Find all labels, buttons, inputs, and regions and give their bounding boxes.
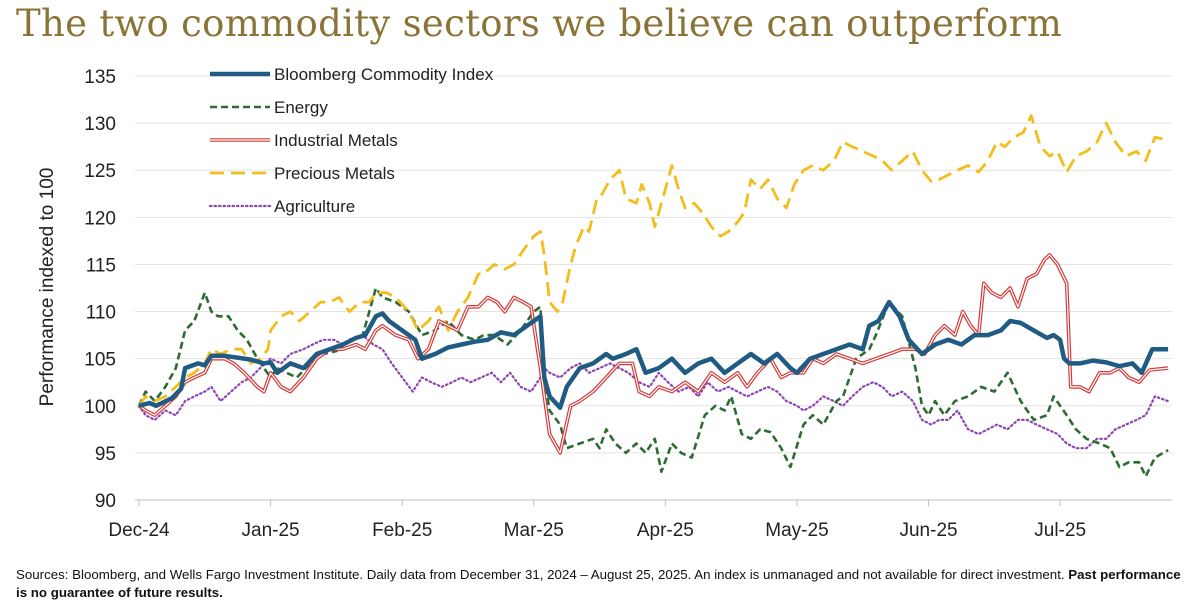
series-line-industrial-metals [138,254,1169,454]
y-tick-label: 120 [84,208,116,229]
y-tick-label: 95 [95,444,116,465]
y-tick-label: 100 [84,397,116,418]
series-line-agriculture [137,334,1170,450]
x-tick-label: Mar-25 [504,520,564,541]
x-axis-ticks: Dec-24 Jan-25 Feb-25 Mar-25 Apr-25 May-25 Jun-… [108,500,1086,541]
y-axis-label: Performance indexed to 100 [37,168,58,407]
x-tick-label: Jun-25 [899,520,957,541]
legend-label-precious-metals: Precious Metals [274,164,395,183]
y-tick-label: 110 [86,303,116,324]
source-note: Sources: Bloomberg, and Wells Fargo Inve… [16,566,1191,602]
legend-label-agriculture: Agriculture [274,197,355,216]
y-tick-label: 125 [84,161,116,182]
legend-label-industrial-metals: Industrial Metals [274,131,398,150]
series-lines [137,114,1170,478]
x-tick-label: May-25 [765,520,828,541]
y-axis-ticks: 90 95 100 105 110 115 120 125 130 135 [84,67,116,512]
chart: 90 95 100 105 110 115 120 125 130 135 Dec-24 Jan-2… [37,65,1172,541]
y-tick-label: 115 [86,255,116,276]
y-tick-label: 90 [95,491,116,512]
gridlines [135,75,1172,501]
x-tick-label: Feb-25 [372,520,432,541]
source-text: Sources: Bloomberg, and Wells Fargo Inve… [16,567,1065,582]
x-tick-label: Apr-25 [637,520,694,541]
legend-label-energy: Energy [274,98,328,117]
y-tick-label: 135 [84,67,116,88]
series-line-bloomberg-commodity-index [138,299,1169,410]
legend-label-bloomberg-commodity-index: Bloomberg Commodity Index [274,65,494,84]
series-line-precious-metals [137,114,1169,407]
x-tick-label: Jul-25 [1034,520,1086,541]
x-tick-label: Dec-24 [108,520,170,541]
legend: Bloomberg Commodity Index Energy Industria… [208,65,494,216]
series-line-energy [137,286,1169,478]
x-tick-label: Jan-25 [242,520,300,541]
chart-title: The two commodity sectors we believe can… [16,2,1063,45]
disclaimer-text: Past performance is no guarantee of futu… [16,567,1181,600]
y-tick-label: 130 [84,114,116,135]
y-tick-label: 105 [84,350,116,371]
